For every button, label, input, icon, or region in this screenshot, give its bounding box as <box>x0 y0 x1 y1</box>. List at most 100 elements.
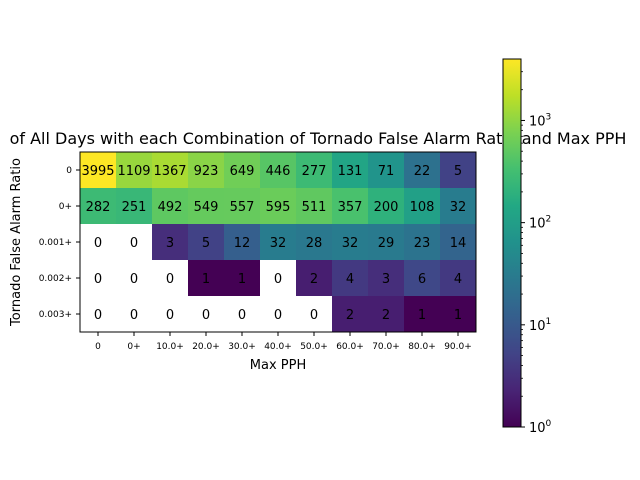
heatmap-cell <box>152 188 188 224</box>
heatmap-cell <box>188 296 224 332</box>
cell-value-label: 0 <box>94 308 102 323</box>
cell-value-label: 923 <box>194 164 219 179</box>
cell-value-label: 0 <box>130 308 138 323</box>
heatmap-cells <box>80 152 476 332</box>
heatmap-cell <box>188 152 224 188</box>
cell-value-label: 277 <box>302 164 327 179</box>
heatmap-cell <box>296 188 332 224</box>
x-tick-label: 0+ <box>127 342 140 352</box>
heatmap-cell <box>152 296 188 332</box>
cell-value-label: 14 <box>450 236 467 251</box>
x-tick-label: 30.0+ <box>228 342 256 352</box>
x-axis-ticks: 0 0+ 10.0+ 20.0+ 30.0+ 40.0+ 50.0+ 60.0+ 70.0+ 80… <box>95 332 472 352</box>
heatmap-cell <box>296 296 332 332</box>
cell-value-label: 0 <box>274 308 282 323</box>
x-tick-label: 80.0+ <box>408 342 436 352</box>
heatmap-cell <box>152 224 188 260</box>
x-tick-label: 0 <box>95 342 101 352</box>
cell-value-label: 0 <box>310 308 318 323</box>
x-tick-label: 10.0+ <box>156 342 184 352</box>
y-axis-ticks: 0 0+ 0.001+ 0.002+ 0.003+ <box>39 166 80 320</box>
heatmap-cell <box>440 152 476 188</box>
x-tick-label: 40.0+ <box>264 342 292 352</box>
heatmap-cell <box>440 260 476 296</box>
x-tick-label: 90.0+ <box>444 342 472 352</box>
cell-value-label: 0 <box>274 272 282 287</box>
cell-value-label: 0 <box>238 308 246 323</box>
heatmap-cell <box>224 260 260 296</box>
colorbar-tick-label: 102 <box>529 215 551 232</box>
heatmap-cell <box>224 224 260 260</box>
heatmap-cell <box>80 224 116 260</box>
heatmap-cell <box>260 260 296 296</box>
heatmap-cell <box>404 152 440 188</box>
x-tick-label: 50.0+ <box>300 342 328 352</box>
cell-value-label: 28 <box>306 236 323 251</box>
cell-value-label: 5 <box>202 236 210 251</box>
cell-value-label: 1 <box>418 308 426 323</box>
cell-value-label: 251 <box>122 200 147 215</box>
heatmap-cell <box>332 260 368 296</box>
cell-value-label: 557 <box>230 200 255 215</box>
cell-value-label: 22 <box>414 164 431 179</box>
cell-value-label: 4 <box>454 272 462 287</box>
cell-value-label: 108 <box>410 200 435 215</box>
cell-value-label: 200 <box>374 200 399 215</box>
heatmap-cell <box>116 224 152 260</box>
colorbar-tick-label: 101 <box>529 317 551 334</box>
heatmap-cell <box>332 296 368 332</box>
cell-value-label: 29 <box>378 236 395 251</box>
y-tick-label: 0.001+ <box>39 238 72 248</box>
cell-value-label: 12 <box>234 236 251 251</box>
heatmap-cell <box>332 152 368 188</box>
cell-value-label: 6 <box>418 272 426 287</box>
cell-value-label: 32 <box>342 236 359 251</box>
heatmap-cell <box>152 260 188 296</box>
heatmap-cell <box>296 260 332 296</box>
heatmap-cell <box>152 152 188 188</box>
y-tick-label: 0 <box>66 166 72 176</box>
heatmap-cell <box>224 296 260 332</box>
cell-value-label: 0 <box>130 236 138 251</box>
heatmap-cell <box>440 224 476 260</box>
cell-value-label: 1 <box>454 308 462 323</box>
cell-value-label: 511 <box>302 200 327 215</box>
cell-value-label: 2 <box>346 308 354 323</box>
cell-value-label: 0 <box>202 308 210 323</box>
x-tick-label: 60.0+ <box>336 342 364 352</box>
heatmap-cell <box>80 188 116 224</box>
cell-value-label: 549 <box>194 200 219 215</box>
cell-value-label: 1367 <box>153 164 186 179</box>
heatmap-cell <box>188 260 224 296</box>
cell-value-label: 23 <box>414 236 431 251</box>
y-tick-label: 0.002+ <box>39 274 72 284</box>
cell-value-label: 3 <box>166 236 174 251</box>
cell-value-label: 649 <box>230 164 255 179</box>
heatmap-cell <box>332 188 368 224</box>
heatmap-cell <box>368 296 404 332</box>
heatmap-cell <box>224 188 260 224</box>
heatmap-cell <box>116 296 152 332</box>
heatmap-cell <box>404 224 440 260</box>
cell-value-label: 131 <box>338 164 363 179</box>
x-tick-label: 70.0+ <box>372 342 400 352</box>
heatmap-cell <box>80 296 116 332</box>
heatmap-cell <box>116 260 152 296</box>
cell-value-label: 1 <box>238 272 246 287</box>
chart-title: of All Days with each Combination of Tor… <box>10 129 627 148</box>
heatmap-cell <box>296 224 332 260</box>
cell-value-label: 3995 <box>81 164 114 179</box>
y-tick-label: 0+ <box>59 202 72 212</box>
cell-value-label: 0 <box>166 272 174 287</box>
heatmap-cell <box>188 188 224 224</box>
cell-value-label: 282 <box>86 200 111 215</box>
y-tick-label: 0.003+ <box>39 310 72 320</box>
heatmap-cell <box>440 188 476 224</box>
heatmap-cell <box>116 152 152 188</box>
colorbar-ticks: 100 101 102 103 <box>521 71 552 436</box>
y-axis-label: Tornado False Alarm Ratio <box>9 158 24 327</box>
heatmap-cell <box>260 152 296 188</box>
cell-value-label: 0 <box>130 272 138 287</box>
heatmap-cell <box>260 224 296 260</box>
heatmap-cell <box>368 188 404 224</box>
